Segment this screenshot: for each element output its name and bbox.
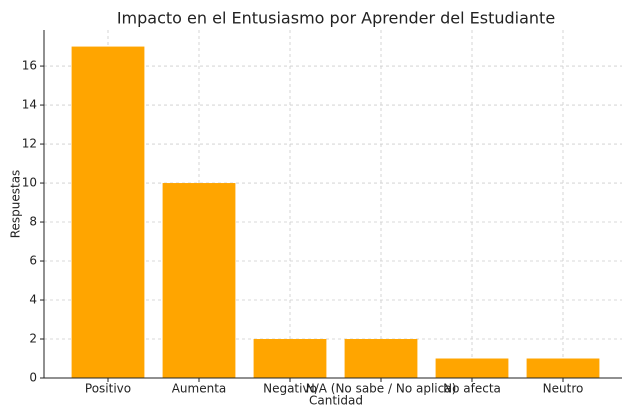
x-tick-label: No afecta xyxy=(443,382,501,396)
chart-title: Impacto en el Entusiasmo por Aprender de… xyxy=(117,9,555,28)
y-tick-label: 6 xyxy=(29,254,37,268)
y-tick-label: 16 xyxy=(22,59,37,73)
x-axis-label: Cantidad xyxy=(309,394,363,408)
y-tick-label: 12 xyxy=(22,137,37,151)
y-tick-label: 10 xyxy=(22,176,37,190)
bar xyxy=(162,183,236,378)
y-tick-label: 2 xyxy=(29,332,37,346)
bar xyxy=(526,358,600,378)
bar xyxy=(253,339,327,378)
bar xyxy=(435,358,509,378)
x-tick-label: N/A (No sabe / No aplica) xyxy=(306,382,457,396)
y-tick-label: 8 xyxy=(29,215,37,229)
y-tick-label: 0 xyxy=(29,371,37,385)
x-tick-label: Neutro xyxy=(543,382,584,396)
x-tick-label: Positivo xyxy=(85,382,131,396)
y-axis-label: Respuestas xyxy=(9,170,23,239)
bar xyxy=(71,46,145,378)
x-tick-label: Aumenta xyxy=(172,382,227,396)
y-tick-label: 4 xyxy=(29,293,37,307)
bar xyxy=(344,339,418,378)
y-tick-label: 14 xyxy=(22,98,37,112)
x-tick-label: Negativo xyxy=(263,382,317,396)
